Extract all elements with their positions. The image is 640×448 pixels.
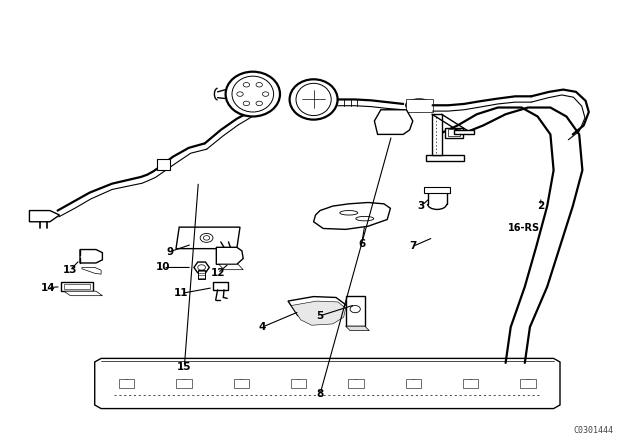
Bar [406, 99, 433, 112]
Bar [157, 159, 170, 170]
Text: 13: 13 [63, 265, 77, 275]
Polygon shape [346, 326, 369, 331]
Polygon shape [219, 264, 243, 270]
Polygon shape [291, 301, 346, 325]
Text: 7: 7 [409, 241, 417, 251]
Text: C0301444: C0301444 [573, 426, 613, 435]
Circle shape [200, 233, 213, 242]
Circle shape [122, 380, 132, 387]
Circle shape [179, 380, 189, 387]
Polygon shape [176, 227, 240, 249]
Ellipse shape [306, 304, 325, 309]
Circle shape [262, 92, 269, 96]
Text: 10: 10 [156, 263, 170, 272]
Bar [348, 379, 364, 388]
Circle shape [243, 82, 250, 87]
Bar [463, 379, 478, 388]
Circle shape [237, 92, 243, 96]
Bar [445, 128, 463, 138]
Circle shape [408, 380, 419, 387]
Polygon shape [432, 114, 442, 155]
Bar [198, 270, 205, 279]
Bar [61, 282, 93, 291]
Text: 16-RS: 16-RS [508, 224, 540, 233]
Polygon shape [216, 247, 243, 264]
Ellipse shape [226, 72, 280, 116]
Polygon shape [82, 267, 101, 274]
Circle shape [465, 380, 476, 387]
Circle shape [523, 380, 533, 387]
Circle shape [198, 265, 205, 270]
Bar [448, 129, 460, 136]
Circle shape [351, 380, 361, 387]
Text: 15: 15 [177, 362, 191, 372]
Ellipse shape [406, 99, 433, 112]
Ellipse shape [296, 83, 332, 116]
Bar [406, 379, 421, 388]
Polygon shape [29, 211, 60, 222]
Text: 11: 11 [174, 289, 188, 298]
Bar [291, 379, 307, 388]
Bar [64, 284, 90, 289]
Bar [520, 379, 536, 388]
Ellipse shape [340, 211, 358, 215]
Circle shape [243, 101, 250, 106]
Bar [234, 379, 249, 388]
Text: 4: 4 [259, 322, 266, 332]
Circle shape [236, 380, 246, 387]
Bar [346, 296, 365, 326]
Polygon shape [426, 155, 464, 161]
Bar [119, 379, 134, 388]
Polygon shape [95, 358, 560, 409]
Text: 9: 9 [166, 247, 173, 257]
Text: 3: 3 [417, 201, 425, 211]
Polygon shape [194, 262, 209, 273]
Circle shape [294, 380, 304, 387]
Circle shape [256, 82, 262, 87]
Bar [424, 187, 450, 193]
Bar [177, 379, 192, 388]
Text: 8: 8 [316, 389, 324, 399]
Circle shape [204, 236, 210, 240]
Polygon shape [64, 291, 102, 296]
Polygon shape [80, 250, 102, 263]
Circle shape [256, 101, 262, 106]
Ellipse shape [290, 79, 338, 120]
Text: 2: 2 [537, 201, 545, 211]
Polygon shape [288, 297, 346, 321]
Ellipse shape [232, 76, 274, 112]
Polygon shape [314, 202, 390, 229]
Ellipse shape [356, 216, 374, 221]
Text: 5: 5 [316, 311, 324, 321]
Polygon shape [454, 130, 474, 134]
Circle shape [350, 306, 360, 313]
Polygon shape [213, 282, 228, 290]
Polygon shape [374, 110, 413, 134]
Text: 12: 12 [211, 268, 225, 278]
Text: 14: 14 [41, 283, 55, 293]
Text: 6: 6 [358, 239, 365, 249]
